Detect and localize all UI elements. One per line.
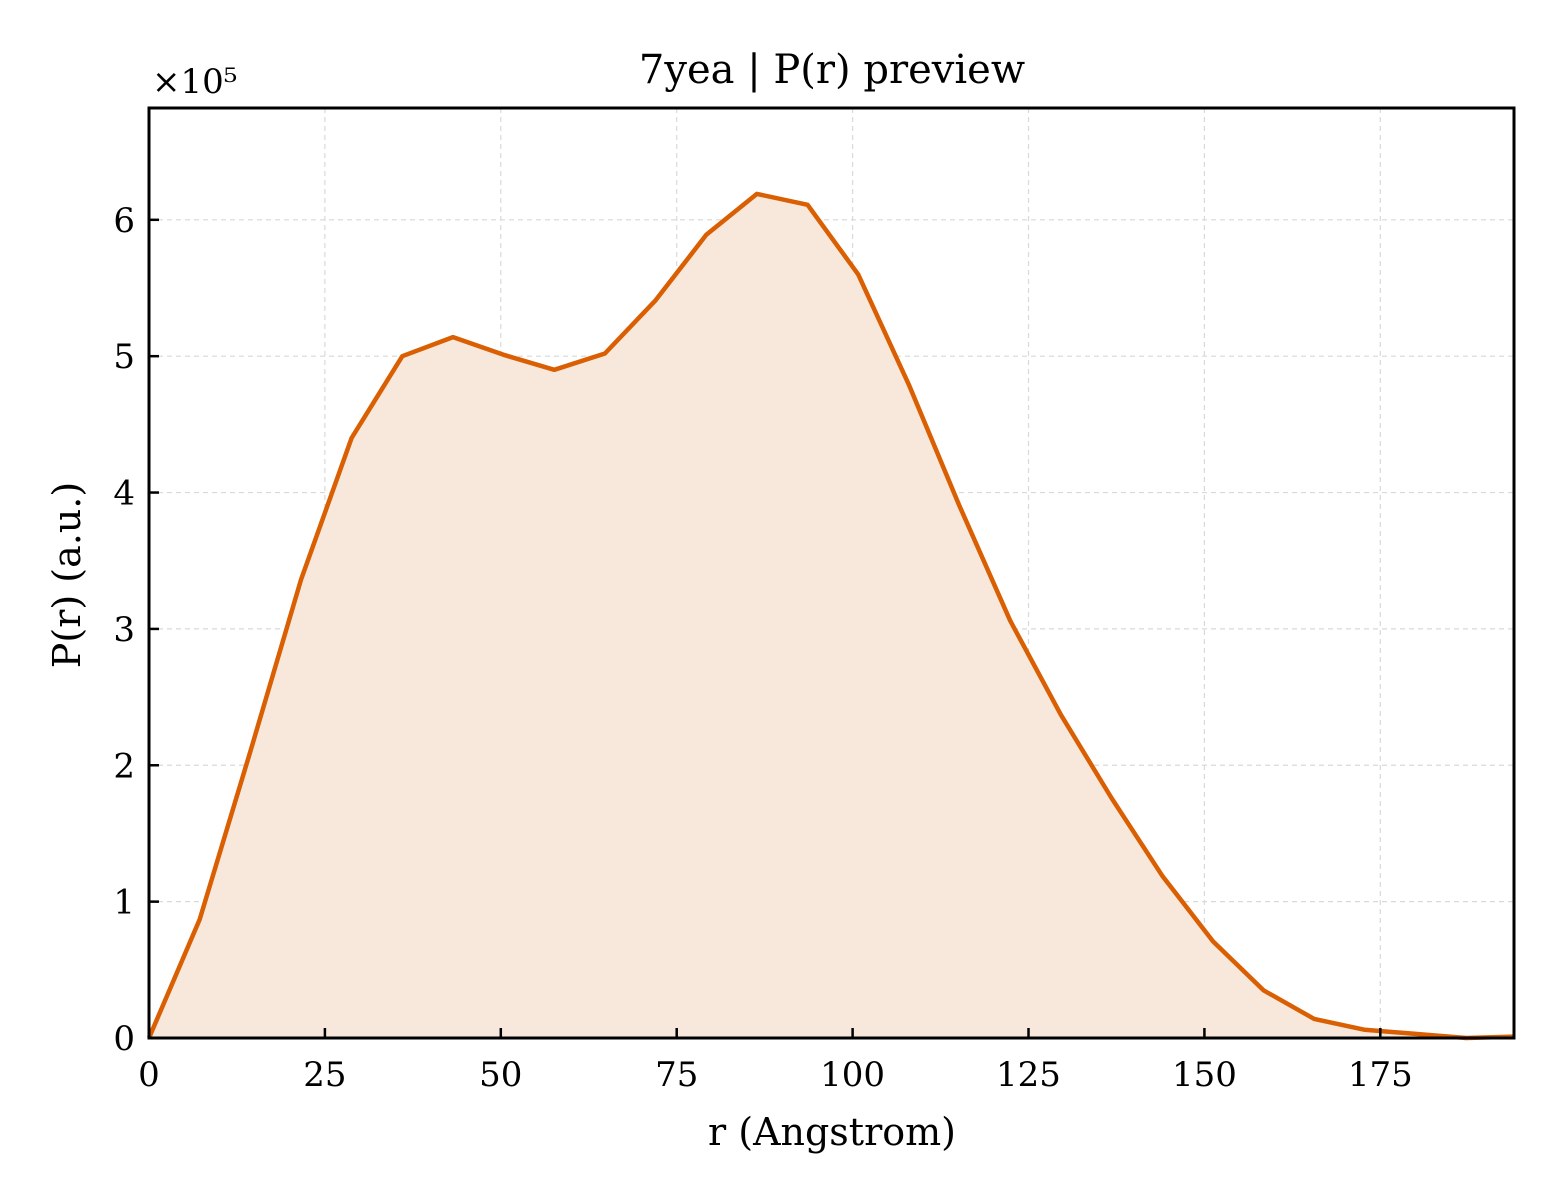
x-tick-label: 150 (1172, 1055, 1237, 1095)
x-tick-label: 100 (820, 1055, 885, 1095)
x-axis: 0 25 50 75 100 125 150 175 (138, 1028, 1413, 1095)
x-tick-label: 25 (303, 1055, 346, 1095)
x-tick-label: 0 (138, 1055, 160, 1095)
y-tick-label: 1 (113, 883, 135, 923)
y-tick-label: 3 (113, 610, 135, 650)
y-tick-label: 6 (113, 201, 135, 241)
y-tick-label: 0 (113, 1019, 135, 1059)
chart-title: 7yea | P(r) preview (639, 47, 1025, 93)
x-tick-label: 125 (996, 1055, 1061, 1095)
x-tick-label: 175 (1348, 1055, 1413, 1095)
y-axis: 0 1 2 3 4 5 6 (113, 201, 159, 1059)
series-line (146, 191, 1515, 1041)
y-tick-label: 4 (113, 474, 135, 514)
x-axis-label: r (Angstrom) (708, 1110, 956, 1154)
x-tick-label: 50 (479, 1055, 522, 1095)
plot-frame (147, 106, 1516, 1040)
x-tick-label: 75 (655, 1055, 698, 1095)
area-fill (149, 193, 1514, 1038)
y-axis-label: P(r) (a.u.) (45, 482, 89, 668)
y-tick-label: 2 (113, 746, 135, 786)
y-tick-label: 5 (113, 337, 135, 377)
y-scale-label: ×10⁵ (152, 62, 237, 102)
